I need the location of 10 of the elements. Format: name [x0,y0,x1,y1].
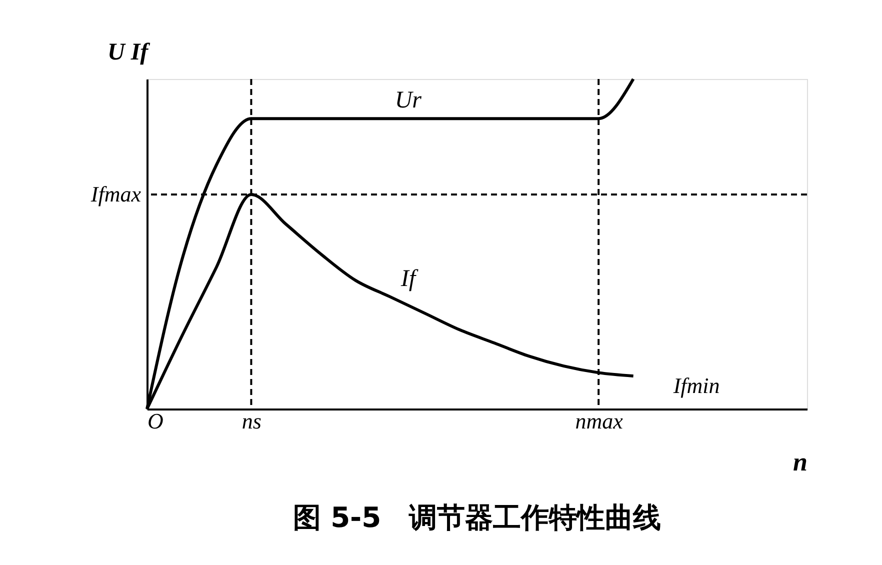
series-label: If [400,266,419,292]
y-axis-title: U If [108,40,150,66]
ref-line-label: Ifmax [90,182,142,206]
series-label: Ur [394,88,422,114]
x-tick-label: ns [242,408,262,434]
text: 图 5-5 调节器工作特性曲线 [292,501,662,534]
annotation: Ifmin [672,373,720,398]
x-tick-label: O [148,408,164,434]
x-tick-label: nmax [575,408,624,434]
x-axis-title: n [793,448,808,476]
